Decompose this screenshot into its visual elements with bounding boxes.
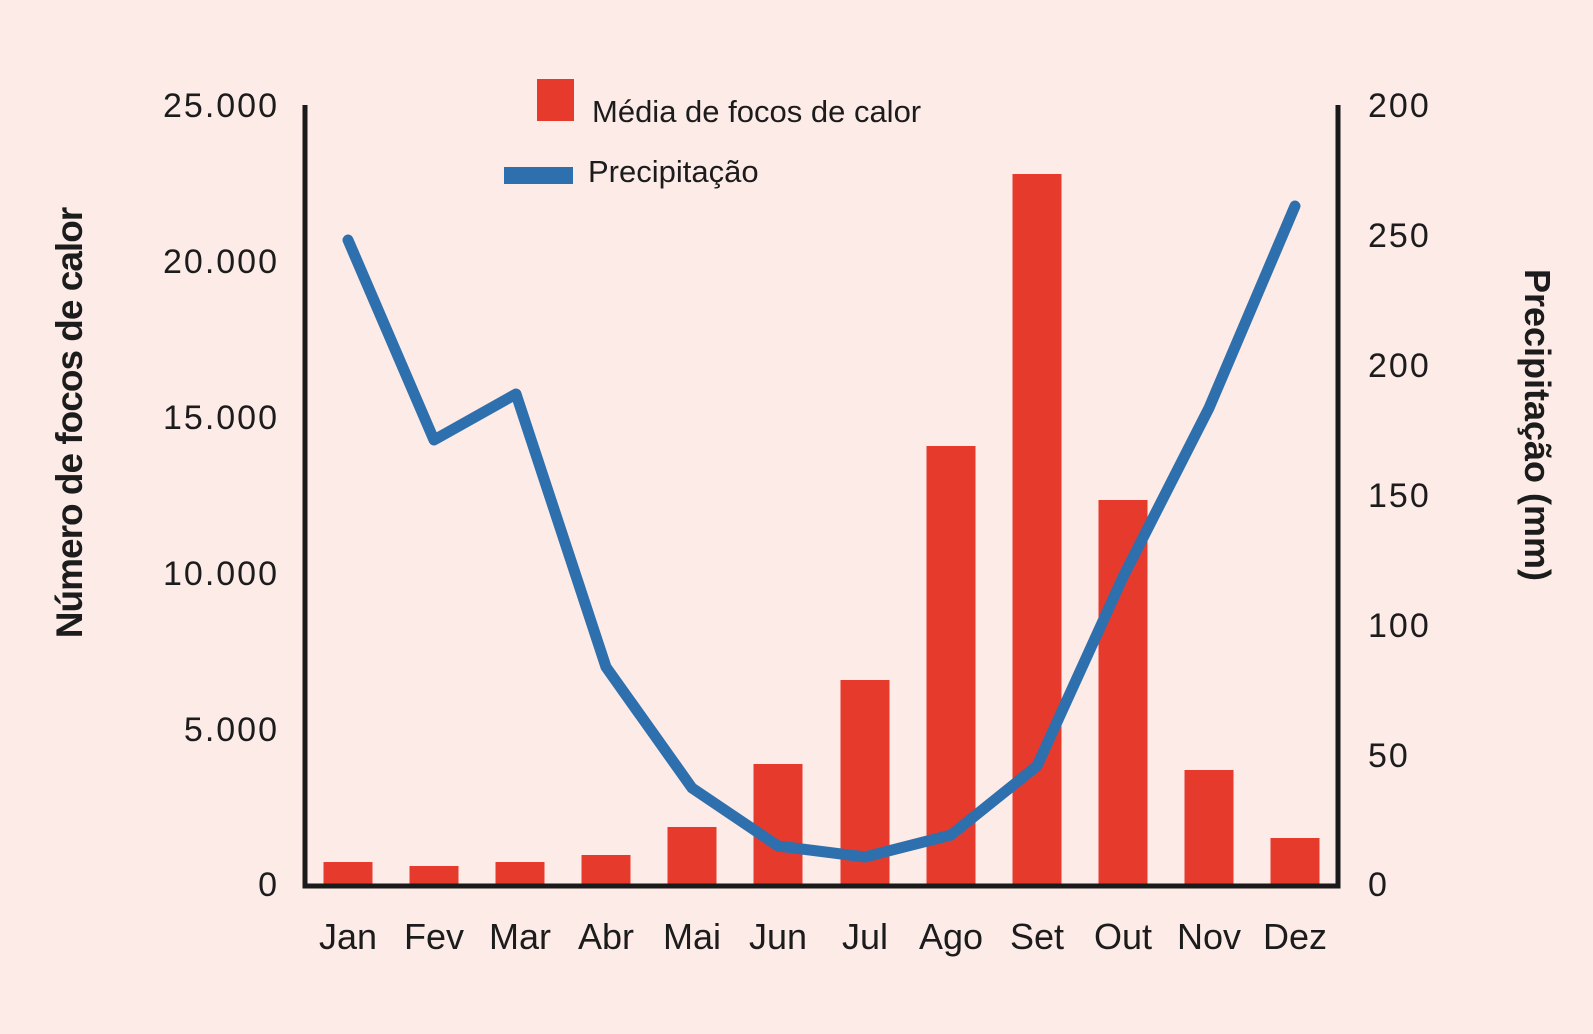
- svg-text:25.000: 25.000: [163, 87, 279, 125]
- svg-text:Set: Set: [1010, 916, 1064, 957]
- svg-text:200: 200: [1368, 87, 1431, 125]
- svg-text:150: 150: [1368, 477, 1431, 515]
- svg-text:Out: Out: [1094, 916, 1152, 957]
- svg-text:10.000: 10.000: [163, 555, 279, 593]
- svg-text:Mar: Mar: [489, 916, 551, 957]
- svg-text:Ago: Ago: [919, 916, 983, 957]
- svg-text:0: 0: [258, 866, 279, 904]
- svg-text:Abr: Abr: [578, 916, 634, 957]
- svg-text:Número de focos de calor: Número de focos de calor: [49, 207, 90, 638]
- svg-text:0: 0: [1368, 866, 1389, 904]
- svg-text:5.000: 5.000: [184, 711, 279, 749]
- svg-text:250: 250: [1368, 217, 1431, 255]
- svg-text:200: 200: [1368, 347, 1431, 385]
- svg-text:Mai: Mai: [663, 916, 721, 957]
- svg-text:Jul: Jul: [842, 916, 888, 957]
- svg-text:Fev: Fev: [404, 916, 464, 957]
- svg-text:Precipitação (mm): Precipitação (mm): [1517, 269, 1558, 581]
- svg-text:50: 50: [1368, 737, 1410, 775]
- svg-text:Dez: Dez: [1263, 916, 1327, 957]
- svg-text:Jun: Jun: [749, 916, 807, 957]
- svg-text:Nov: Nov: [1177, 916, 1241, 957]
- svg-text:100: 100: [1368, 607, 1431, 645]
- svg-text:Precipitação: Precipitação: [588, 154, 759, 189]
- svg-text:Jan: Jan: [319, 916, 377, 957]
- svg-text:15.000: 15.000: [163, 399, 279, 437]
- svg-text:Média de focos de calor: Média de focos de calor: [592, 94, 921, 129]
- svg-text:20.000: 20.000: [163, 243, 279, 281]
